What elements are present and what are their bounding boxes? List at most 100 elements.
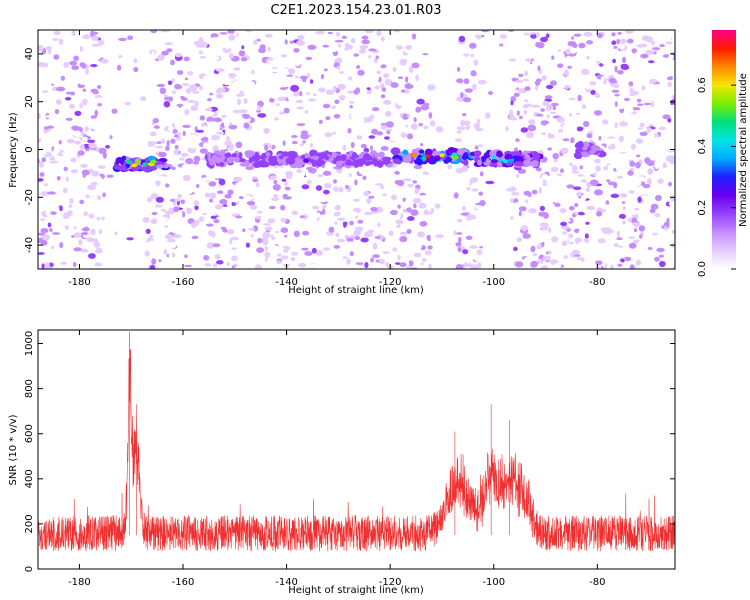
spectrogram-cell: [671, 229, 675, 234]
spectrogram-cell: [629, 264, 635, 269]
spectrogram-cell: [227, 229, 235, 235]
spectrogram-cell: [190, 171, 195, 176]
spectrogram-cell: [291, 140, 298, 145]
spectrogram-cell: [323, 247, 330, 251]
spectrogram-cell: [411, 123, 418, 130]
spectrogram-cell: [259, 183, 268, 190]
spectrogram-cell: [289, 263, 294, 268]
spectrogram-cell: [649, 78, 658, 84]
spectrogram-cell: [261, 216, 265, 221]
spectrogram-peak-cell: [311, 155, 319, 160]
spectrogram-cell: [348, 76, 353, 81]
spectrogram-cell: [212, 145, 220, 152]
spectrogram-cell: [566, 184, 575, 189]
spectrogram-cell: [495, 150, 503, 158]
spectrogram-cell: [387, 178, 396, 181]
spectrogram-cell: [207, 70, 214, 76]
spectrogram-cell: [220, 226, 227, 230]
spectrogram-cell: [285, 170, 294, 178]
spectrogram-cell: [603, 50, 611, 58]
spectrogram-cell: [594, 189, 603, 196]
spectrogram-cell: [264, 144, 269, 151]
spectrogram-cell: [551, 236, 559, 243]
spectrogram-cell: [510, 96, 517, 102]
spectrogram-cell: [78, 78, 88, 85]
spectrogram-cell: [648, 144, 653, 151]
spectrogram-cell: [267, 41, 275, 45]
spectrogram-cell: [530, 260, 539, 268]
spectrogram-cell: [508, 115, 515, 120]
spectrogram-cell: [297, 35, 305, 40]
spectrogram-cell: [577, 174, 584, 177]
spectrogram-cell: [664, 46, 673, 49]
spectrogram-cell: [391, 194, 397, 201]
spectrogram-cell: [183, 203, 189, 209]
spectrogram-cell: [58, 140, 62, 145]
colorbar-tick-label: 0.0: [697, 261, 708, 277]
spectrogram-cell: [154, 204, 163, 208]
colorbar-tick-label: 0.4: [697, 138, 708, 154]
spectrogram-cell: [512, 141, 520, 148]
spectrogram-cell: [167, 191, 173, 195]
spectrogram-cell: [473, 150, 482, 157]
spectrogram-cell: [268, 205, 276, 210]
snr-xlabel: Height of straight line (km): [288, 585, 424, 596]
spectrogram-cell: [217, 91, 222, 98]
spectrogram-cell: [623, 97, 630, 102]
spectrogram-cell: [541, 225, 547, 231]
spectrogram-cell: [332, 186, 339, 192]
spectrogram-cell: [479, 118, 489, 121]
spectrogram-cell: [188, 81, 196, 85]
spectrogram-cell: [474, 204, 482, 209]
spectrogram-cell: [601, 126, 605, 130]
spectrogram-cell: [152, 118, 159, 124]
spectrogram-cell: [43, 150, 47, 155]
spectrogram-cell: [455, 138, 462, 143]
spectrogram-cell: [333, 212, 338, 217]
spectrogram-cell: [546, 114, 550, 119]
spectrogram-cell: [469, 177, 479, 183]
spectrogram-cell: [460, 212, 469, 216]
spectrogram-cell: [85, 194, 90, 199]
spectrogram-cell: [620, 65, 630, 70]
spectrogram-cell: [511, 82, 518, 90]
spectrogram-cell: [272, 232, 276, 238]
spectrogram-cell: [629, 161, 636, 167]
spectrogram-cell: [235, 40, 244, 45]
spectrogram-cell: [359, 169, 366, 175]
spectrogram-cell: [65, 96, 72, 101]
spectrogram-cell: [39, 172, 45, 177]
spectrogram-cell: [628, 236, 636, 239]
spectrogram-cell: [549, 111, 557, 115]
spectrogram-cell: [312, 205, 320, 210]
spectrogram-cell: [610, 201, 614, 208]
snr-series-line: [38, 331, 675, 552]
spectrogram-cell: [568, 237, 575, 242]
spectrogram-cell: [603, 189, 607, 196]
snr-y-tick-label: 0: [24, 566, 35, 572]
spectrogram-cell: [569, 241, 574, 245]
spectrogram-cell: [312, 93, 317, 96]
spectrogram-cell: [316, 212, 321, 216]
spectrogram-cell: [528, 119, 536, 125]
spectrogram-cell: [370, 257, 374, 263]
spectrogram-cell: [88, 142, 97, 149]
spectrogram-cell: [485, 112, 491, 119]
spectrogram-cell: [86, 237, 95, 243]
spectrogram-cell: [53, 147, 60, 154]
spectrogram-cell: [571, 171, 580, 174]
spectrogram-cell: [466, 124, 470, 131]
spectrogram-cell: [431, 165, 438, 169]
spectrogram-cell: [399, 169, 406, 175]
spectrogram-cell: [228, 213, 233, 218]
spectrogram-cell: [563, 124, 567, 127]
spectrogram-cell: [636, 44, 645, 48]
spectrogram-cell: [462, 195, 471, 200]
spectrogram-cell: [47, 49, 52, 55]
spectrogram-peak-cell: [425, 154, 431, 159]
spectrogram-cell: [580, 194, 587, 201]
spectrogram-cell: [532, 253, 538, 256]
spectrogram-cell: [540, 108, 545, 112]
spectrogram-cell: [503, 184, 508, 190]
spectrogram-cell: [462, 142, 466, 148]
